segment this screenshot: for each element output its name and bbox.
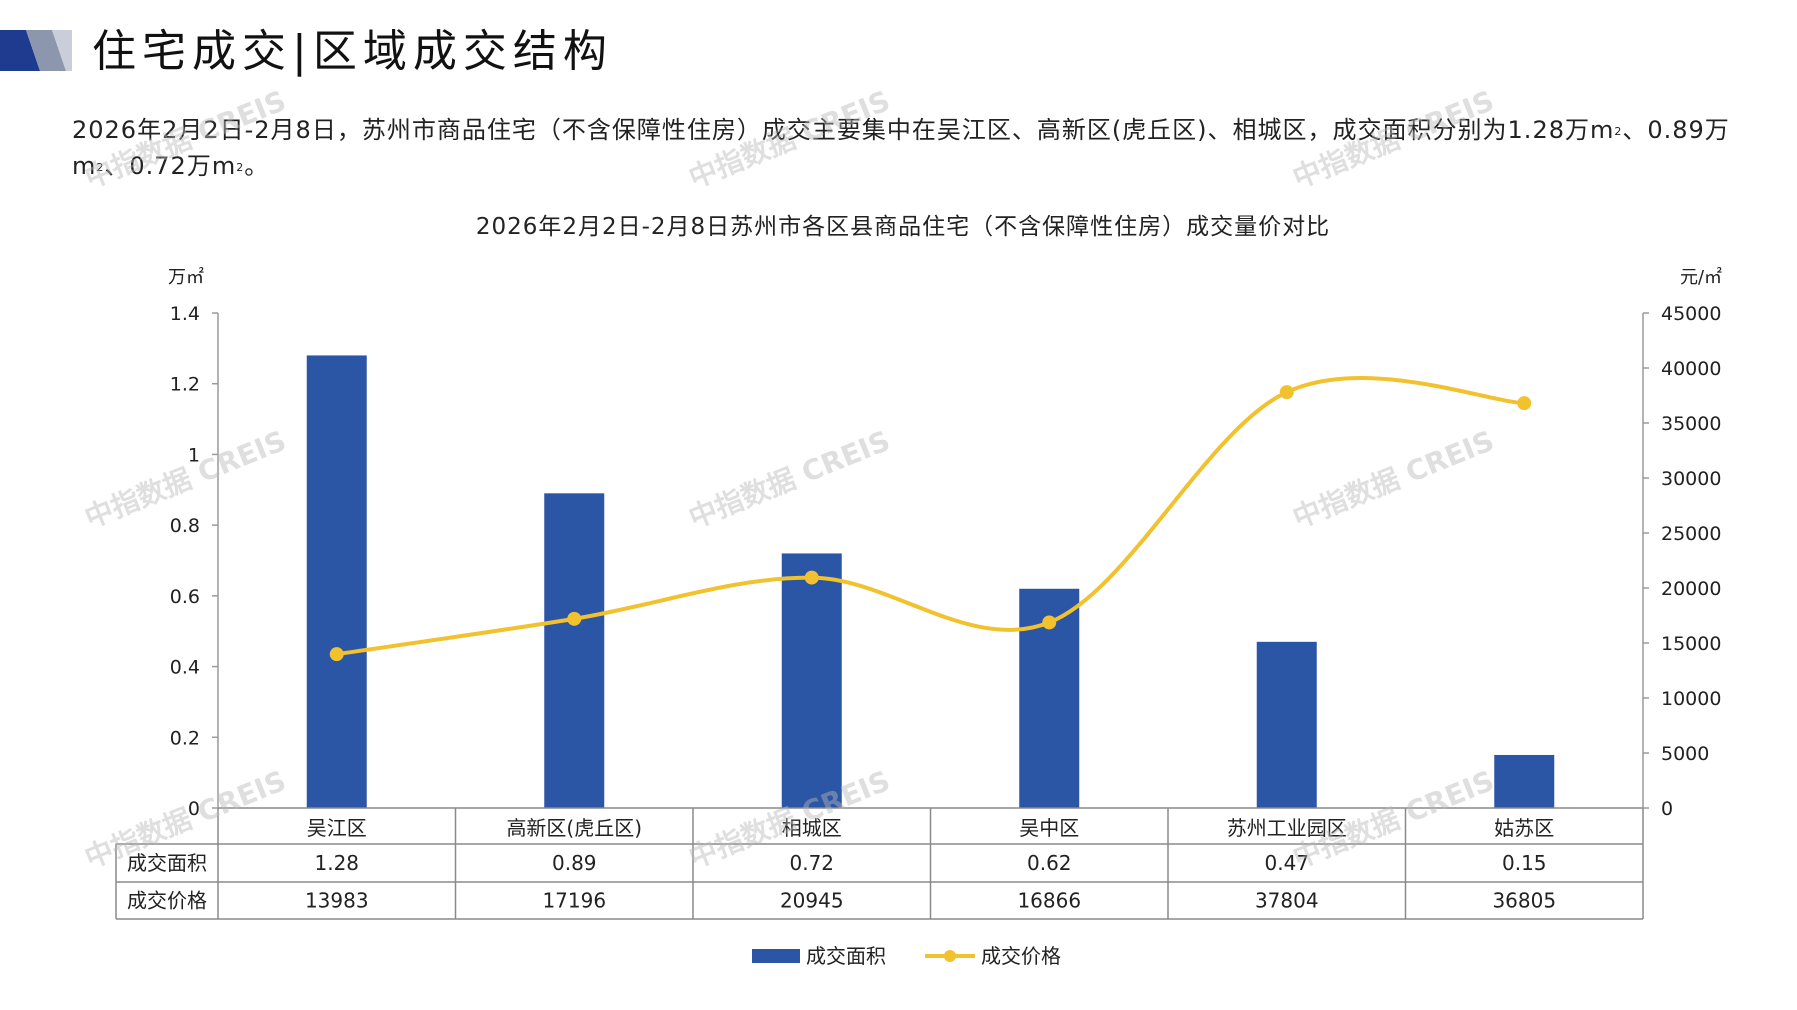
line-point: [1042, 615, 1057, 630]
axes: 0 0.2 0.4 0.6 0.8 1 1.2 1.4 0 5000 10000 15000 20000…: [170, 303, 1722, 820]
y-axis-right-tick-label: 5000: [1661, 743, 1709, 765]
y-axis-right-unit: 元/㎡: [1680, 266, 1722, 288]
table-data-label: 0.62: [1027, 851, 1072, 875]
y-axis-left-unit: 万㎡: [168, 266, 204, 288]
table-data-label: 0.47: [1264, 851, 1309, 875]
line-point: [1517, 396, 1532, 411]
summary-text: 2026年2月2日-2月8日，苏州市商品住宅（不含保障性住房）成交主要集中在吴江…: [72, 112, 1732, 184]
line-point: [1279, 385, 1294, 400]
summary-part-2: 、0.89万m: [72, 116, 1730, 180]
x-axis-category-label: 姑苏区: [1494, 816, 1554, 840]
y-axis-right-tick-label: 15000: [1661, 633, 1721, 655]
table-data-label: 0.72: [789, 851, 834, 875]
summary-part-4: 。: [244, 152, 270, 180]
y-axis-left-tick-label: 0: [188, 798, 200, 820]
header-logo: [0, 30, 72, 71]
logo-dark-shape: [0, 30, 40, 71]
y-axis-right-tick-label: 10000: [1661, 688, 1721, 710]
table-data-label: 0.15: [1502, 851, 1547, 875]
chart-title: 2026年2月2日-2月8日苏州市各区县商品住宅（不含保障性住房）成交量价对比: [476, 214, 1330, 240]
y-axis-left-tick-label: 1.4: [170, 303, 200, 325]
table-data-label: 37804: [1255, 889, 1319, 913]
table-data-label: 16866: [1017, 889, 1081, 913]
summary-part-1: 2026年2月2日-2月8日，苏州市商品住宅（不含保障性住房）成交主要集中在吴江…: [72, 116, 1590, 144]
x-axis-category-label: 高新区(虎丘区): [506, 816, 642, 840]
summary-unit-1: m: [1589, 116, 1615, 144]
y-axis-left-tick-label: 0.8: [170, 515, 200, 537]
logo-mid-shape: [26, 30, 66, 71]
bar: [1494, 754, 1555, 808]
y-axis-left-tick-label: 0.6: [170, 586, 200, 608]
table-data-label: 17196: [542, 889, 606, 913]
x-axis-category-label: 吴中区: [1019, 816, 1079, 840]
table-data-label: 20945: [780, 889, 844, 913]
y-axis-right-tick-label: 0: [1661, 798, 1673, 820]
y-axis-right-tick-label: 45000: [1661, 303, 1721, 325]
bar: [306, 355, 367, 808]
table-data-label: 1.28: [314, 851, 359, 875]
table-data-label: 36805: [1492, 889, 1556, 913]
legend-swatch-point: [944, 950, 956, 962]
y-axis-left-tick-label: 1.2: [170, 374, 200, 396]
line-point: [329, 647, 344, 662]
summary-sup-2: 2: [96, 161, 105, 174]
legend-label-line: 成交价格: [981, 944, 1061, 968]
logo-light-shape: [52, 30, 72, 71]
page-title: 住宅成交|区域成交结构: [92, 26, 613, 77]
table-data-label: 13983: [305, 889, 369, 913]
y-axis-right-tick-label: 20000: [1661, 578, 1721, 600]
table-row-header: 成交面积: [127, 851, 207, 875]
x-axis-category-label: 苏州工业园区: [1227, 816, 1347, 840]
y-axis-left-tick-label: 0.2: [170, 727, 200, 749]
summary-sup-3: 2: [236, 161, 245, 174]
line-point: [567, 611, 582, 626]
y-axis-right-tick-label: 30000: [1661, 468, 1721, 490]
bar: [781, 553, 842, 808]
y-axis-right-tick-label: 40000: [1661, 358, 1721, 380]
table-data-label: 0.89: [552, 851, 597, 875]
summary-part-3: 、0.72万m: [104, 152, 237, 180]
legend: 成交面积 成交价格: [752, 944, 1061, 968]
y-axis-left-tick-label: 1: [188, 444, 200, 466]
bar: [1256, 641, 1317, 808]
legend-swatch-bar: [752, 949, 800, 963]
x-axis-category-label: 吴江区: [307, 816, 367, 840]
table-row-header: 成交价格: [127, 889, 207, 913]
y-axis-left-tick-label: 0.4: [170, 657, 200, 679]
x-axis-category-label: 相城区: [782, 816, 842, 840]
line-point: [804, 570, 819, 585]
line-series: [329, 376, 1532, 662]
legend-label-bar: 成交面积: [806, 944, 886, 968]
y-axis-right-tick-label: 25000: [1661, 523, 1721, 545]
summary-sup-1: 2: [1614, 125, 1623, 138]
bar: [544, 493, 605, 808]
bar-series: [306, 355, 1555, 808]
price-line: [336, 376, 1525, 657]
y-axis-right-tick-label: 35000: [1661, 413, 1721, 435]
